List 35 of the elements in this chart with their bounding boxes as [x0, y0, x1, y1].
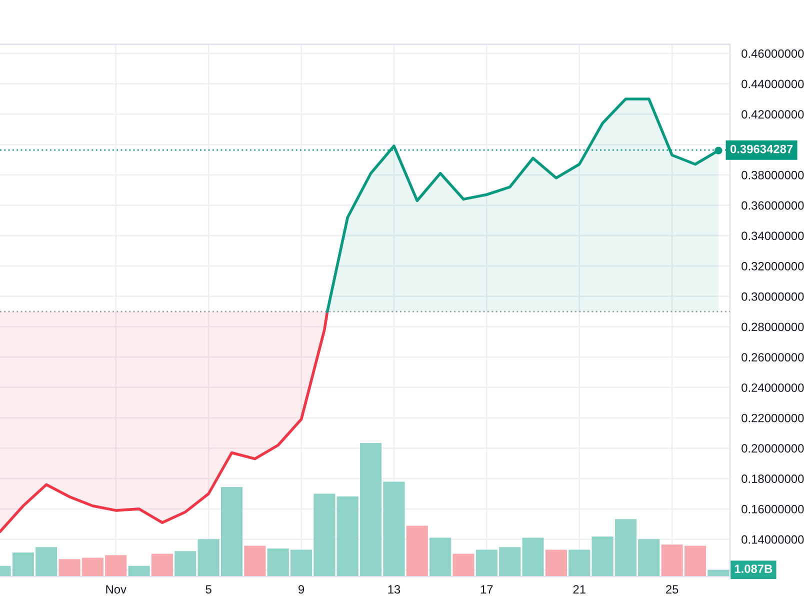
bar: [430, 538, 452, 576]
bar: [151, 554, 173, 576]
bar: [452, 554, 474, 576]
y-tick-label: 0.46000000: [742, 49, 804, 58]
bar: [545, 550, 567, 576]
bar: [708, 570, 730, 576]
y-tick-label: 0.26000000: [742, 353, 804, 362]
ref-line-label: 0.39634287: [730, 144, 793, 154]
bar: [128, 566, 150, 576]
y-tick-label: 0.20000000: [742, 444, 804, 453]
y-tick-label: 0.30000000: [742, 292, 804, 301]
y-tick-label: 0.38000000: [742, 170, 804, 180]
x-tick-label: 21: [573, 585, 586, 594]
x-tick-label: 5: [206, 585, 212, 594]
x-tick-label: 13: [388, 585, 400, 594]
y-tick-label: 0.14000000: [742, 535, 804, 544]
bar: [174, 551, 196, 576]
bar: [406, 526, 428, 576]
x-tick-label: Nov: [106, 585, 126, 594]
y-tick-label: 0.16000000: [742, 504, 804, 514]
x-tick-label: 17: [480, 585, 493, 594]
x-tick-label: 25: [666, 585, 678, 594]
bar: [568, 550, 590, 576]
bar: [244, 546, 266, 576]
y-tick-label: 0.44000000: [742, 80, 804, 88]
y-tick-label: 0.22000000: [742, 414, 804, 422]
annotation: 1.087B: [734, 564, 772, 574]
y-tick-label: 0.24000000: [742, 383, 804, 392]
y-tick-label: 0.18000000: [742, 474, 804, 484]
y-tick-label: 0.34000000: [742, 232, 804, 240]
y-tick-label: 0.42000000: [742, 110, 804, 119]
y-tick-label: 0.28000000: [742, 322, 804, 332]
y-tick-label: 0.36000000: [742, 201, 804, 210]
y-tick-label: 0.32000000: [742, 262, 804, 270]
x-tick-label: 9: [298, 585, 304, 594]
